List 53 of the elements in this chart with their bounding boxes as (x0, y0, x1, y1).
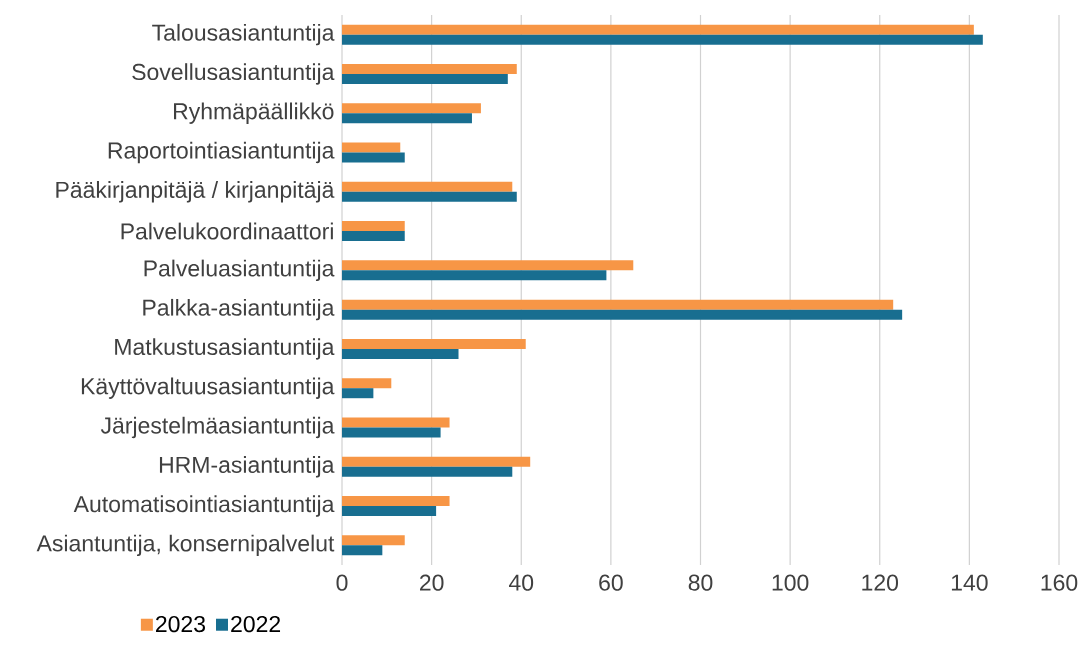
bar (342, 535, 405, 546)
bar (342, 73, 508, 84)
x-tick-label: 140 (951, 574, 988, 591)
y-tick-label: Ryhmäpäällikkö (174, 102, 334, 124)
y-tick-label: Palvelukoordinaattori (121, 222, 333, 240)
x-tick-label: 100 (772, 574, 809, 591)
bar (342, 34, 983, 45)
bar (342, 191, 517, 202)
y-tick-label: Palveluasiantuntija (144, 259, 335, 282)
bar (342, 181, 513, 192)
bar (342, 378, 392, 389)
bar (342, 506, 437, 517)
legend-label: 2023 (156, 615, 205, 633)
bar (342, 456, 531, 467)
bar (342, 113, 472, 124)
y-tick-label: Talousasiantuntija (152, 23, 335, 46)
x-tick-label: 20 (420, 574, 444, 591)
bar (342, 348, 459, 359)
y-tick-label: Sovellusasiantuntija (132, 63, 335, 85)
bar (342, 545, 383, 556)
bar (342, 142, 401, 153)
y-tick-label: Matkustusasiantuntija (115, 338, 335, 360)
bar (342, 427, 441, 438)
bar (342, 63, 517, 74)
y-tick-label: Palkka-asiantuntija (143, 298, 335, 321)
y-tick-label: Asiantuntija, konsernipalvelut (36, 534, 335, 557)
bar (342, 260, 634, 271)
bar (342, 338, 526, 349)
y-tick-label: Pääkirjanpitäjä / kirjanpitäjä (56, 181, 335, 203)
y-tick-label: Käyttövaltuusasiantuntija (81, 377, 335, 399)
x-tick-label: 60 (599, 574, 623, 591)
x-tick-label: 80 (688, 574, 713, 591)
y-tick-label: Automatisointiasiantuntija (73, 495, 335, 517)
bar (342, 24, 974, 35)
x-tick-label: 160 (1041, 574, 1078, 591)
x-tick-label: 40 (508, 574, 534, 591)
x-tick-label: 0 (336, 574, 348, 591)
bar (342, 388, 374, 399)
bar (342, 103, 481, 114)
y-tick-label: Raportointiasiantuntija (108, 141, 335, 164)
x-tick-label: 120 (862, 574, 899, 591)
bar (342, 417, 450, 428)
bar (342, 309, 903, 320)
bar (342, 231, 405, 242)
bar (342, 299, 894, 310)
bar (342, 221, 405, 232)
y-tick-label: HRM-asiantuntija (159, 456, 335, 478)
y-tick-label: Järjestelmäasiantuntija (100, 416, 335, 439)
bar (342, 496, 450, 507)
bar (342, 152, 405, 163)
bar (342, 466, 513, 477)
legend-label: 2022 (231, 615, 281, 633)
bar (342, 270, 607, 281)
